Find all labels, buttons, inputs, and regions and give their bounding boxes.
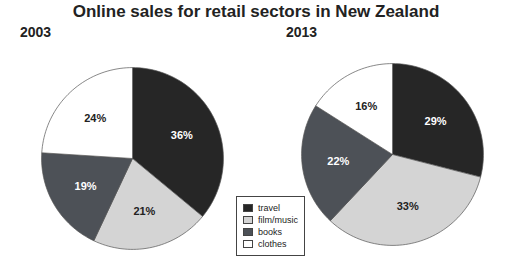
- html-text:Online sales for retail sector: Online sales for retail sectors in New Z…: [72, 2, 440, 21]
- svg-text:21%: 21%: [133, 205, 155, 217]
- html-text:film/music: film/music: [258, 215, 298, 225]
- svg-text:16%: 16%: [355, 100, 377, 112]
- html-text:books: books: [258, 227, 282, 237]
- svg-text:24%: 24%: [84, 112, 106, 124]
- svg-text:33%: 33%: [397, 200, 419, 212]
- html-text:travel: travel: [258, 203, 280, 213]
- svg-text:36%: 36%: [171, 129, 193, 141]
- html-text:2013: 2013: [286, 24, 318, 40]
- svg-text:29%: 29%: [425, 115, 447, 127]
- svg-text:19%: 19%: [75, 180, 97, 192]
- svg-text:22%: 22%: [327, 155, 349, 167]
- html-text:2003: 2003: [20, 24, 52, 40]
- html-text:clothes: clothes: [258, 239, 287, 249]
